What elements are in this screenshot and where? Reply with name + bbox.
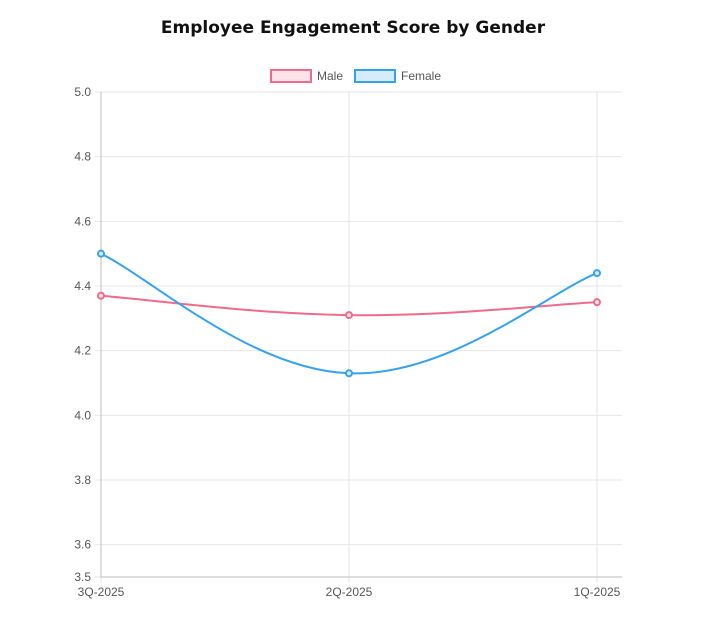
x-tick-label: 1Q-2025 (574, 585, 621, 599)
data-point-female (345, 369, 353, 378)
y-tick-label: 4.2 (74, 344, 91, 358)
y-tick-label: 4.4 (74, 279, 91, 293)
legend-swatch-female (354, 69, 396, 83)
legend-label-female: Female (401, 69, 441, 83)
axis-layer: 3.5 3.6 3.8 4.0 4.2 4.4 4.6 4.8 5.0 3Q-2025 2Q-202… (74, 85, 622, 599)
y-tick-label: 3.6 (74, 538, 91, 552)
y-tick-label: 3.5 (74, 570, 91, 584)
data-point-male (97, 291, 105, 300)
x-tick-label: 2Q-2025 (326, 585, 373, 599)
y-tick-label: 4.8 (74, 150, 91, 164)
y-tick-label: 4.0 (74, 408, 91, 422)
grid-layer (95, 91, 622, 583)
y-tick-label: 5.0 (74, 85, 91, 99)
legend-label-male: Male (317, 69, 343, 83)
y-tick-label: 4.6 (74, 214, 91, 228)
legend: Male Female (270, 69, 441, 83)
data-point-female (593, 269, 601, 278)
legend-swatch-male (270, 69, 312, 83)
series-layer (97, 249, 601, 378)
y-tick-label: 3.8 (74, 473, 91, 487)
data-point-female (97, 249, 105, 258)
chart-title: Employee Engagement Score by Gender (160, 18, 546, 38)
data-point-male (345, 311, 353, 320)
x-tick-label: 3Q-2025 (78, 585, 125, 599)
data-point-male (593, 298, 601, 307)
